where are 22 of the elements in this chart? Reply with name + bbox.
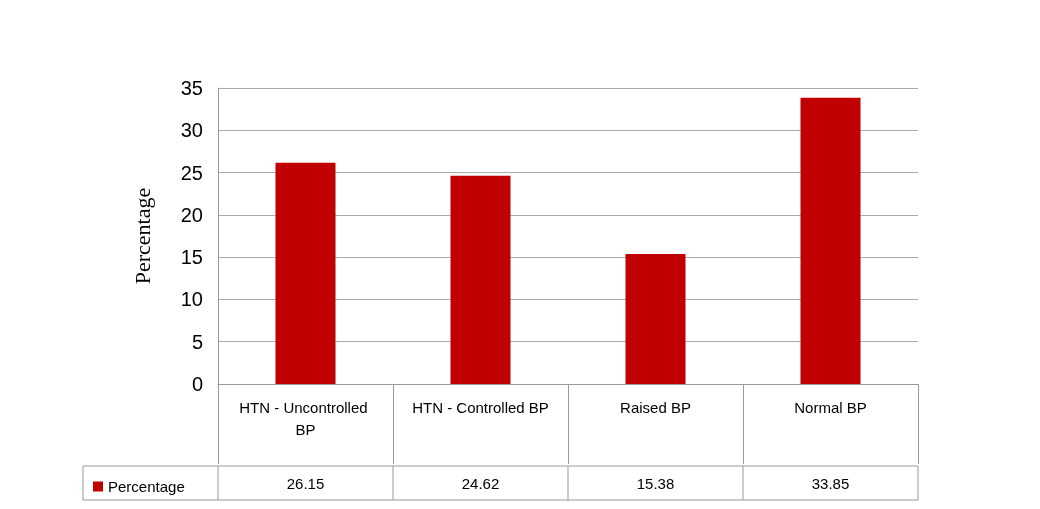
data-label: 33.85 [811, 474, 850, 492]
y-tick-label: 30 [180, 119, 203, 142]
data-label: 24.62 [461, 474, 500, 492]
y-tick-label: 10 [180, 288, 203, 311]
y-tick-label: 0 [191, 373, 203, 395]
x-tick-label: HTN - Uncontrolled BP [239, 398, 372, 438]
data-label: 15.38 [636, 474, 675, 492]
y-axis-title: Percentage [129, 187, 155, 285]
x-tick-label: Raised BP [620, 398, 691, 416]
bar [625, 253, 686, 384]
y-tick-label: 20 [180, 203, 203, 226]
bar [275, 162, 336, 384]
legend-label: Percentage [108, 478, 185, 495]
y-tick-label: 15 [180, 246, 203, 269]
x-tick-label: HTN - Controlled BP [412, 398, 549, 416]
data-label: 26.15 [286, 474, 325, 492]
bar [450, 175, 511, 384]
y-tick-label: 25 [180, 161, 203, 184]
y-tick-label: 5 [191, 330, 203, 353]
x-tick-label: Normal BP [794, 398, 867, 416]
bar [800, 97, 861, 384]
y-tick-label: 35 [180, 77, 203, 99]
